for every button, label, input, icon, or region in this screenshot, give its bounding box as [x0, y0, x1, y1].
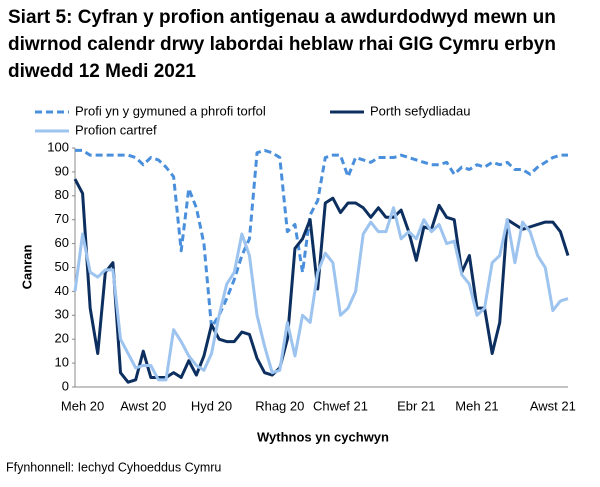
y-tick-label: 30	[55, 307, 69, 322]
legend-label: Profion cartref	[75, 122, 157, 137]
x-tick-label: Meh 21	[455, 398, 498, 413]
x-tick-label: Awst 20	[120, 398, 166, 413]
x-tick-label: Chwef 21	[313, 398, 368, 413]
y-tick-label: 90	[55, 163, 69, 178]
y-tick-label: 100	[47, 139, 69, 154]
line-series	[75, 148, 568, 329]
line-series	[73, 206, 569, 382]
y-tick-label: 80	[55, 187, 69, 202]
legend-label: Profi yn y gymuned a phrofi torfol	[75, 103, 266, 118]
y-tick-label: 20	[55, 331, 69, 346]
y-tick-label: 40	[55, 283, 69, 298]
y-tick-label: 10	[55, 355, 69, 370]
line-series	[73, 178, 570, 384]
source: Ffynhonnell: Iechyd Cyhoeddus Cymru	[6, 460, 221, 474]
y-tick-label: 70	[55, 211, 69, 226]
x-tick-label: Ebr 21	[397, 398, 435, 413]
x-tick-label: Meh 20	[61, 398, 104, 413]
x-tick-label: Rhag 20	[255, 398, 304, 413]
y-tick-label: 50	[55, 259, 69, 274]
x-axis-label: Wythnos yn cychwyn	[257, 429, 389, 444]
y-tick-label: 0	[62, 378, 69, 393]
x-tick-label: Hyd 20	[191, 398, 232, 413]
y-axis-label: Canran	[19, 245, 34, 290]
y-tick-label: 60	[55, 235, 69, 250]
x-tick-label: Awst 21	[530, 398, 576, 413]
legend-label: Porth sefydliadau	[370, 103, 470, 118]
chart-title: Siart 5: Cyfran y profion antigenau a aw…	[8, 7, 556, 82]
